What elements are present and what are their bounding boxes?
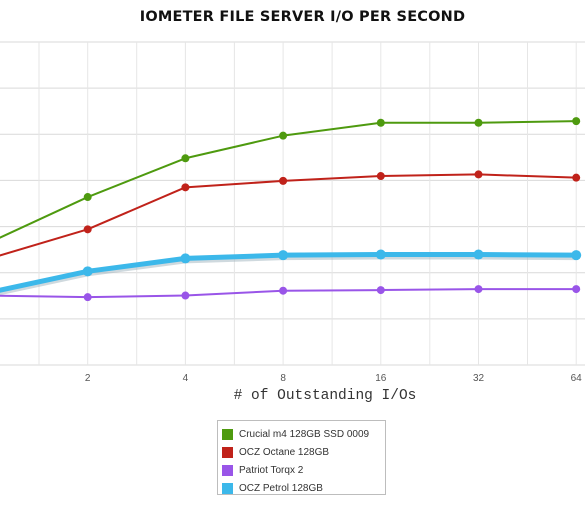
legend-swatch: [222, 446, 233, 458]
legend-swatch: [222, 482, 233, 494]
x-tick-label: 32: [473, 373, 485, 384]
data-point: [572, 117, 581, 126]
x-tick-label: 8: [280, 373, 286, 384]
legend-item: OCZ Octane 128GB: [222, 443, 385, 461]
data-point: [279, 286, 288, 295]
data-point: [82, 266, 93, 277]
series-2: [0, 285, 581, 302]
legend-item: OCZ Petrol 128GB: [222, 479, 385, 497]
data-point: [181, 291, 190, 300]
x-tick-label: 64: [571, 373, 583, 384]
x-axis-label: # of Outstanding I/Os: [233, 388, 417, 404]
legend-item: Crucial m4 128GB SSD 0009: [222, 425, 385, 443]
data-point: [83, 293, 92, 302]
data-point: [181, 154, 190, 163]
data-point: [474, 118, 483, 127]
line-chart: 2 4 8 16 32 64: [0, 41, 585, 384]
data-point: [83, 193, 92, 202]
series-line: [0, 120, 577, 239]
data-point: [279, 131, 288, 140]
x-tick-label: 16: [375, 373, 387, 384]
series-layer: [0, 117, 582, 302]
data-point: [180, 253, 191, 264]
data-point: [376, 118, 385, 127]
x-tick-label: 4: [183, 373, 189, 384]
legend-label: Patriot Torqx 2: [239, 464, 304, 476]
data-point: [181, 183, 190, 192]
series-0: [0, 117, 581, 239]
data-point: [376, 172, 385, 181]
data-point: [571, 250, 582, 261]
legend-label: OCZ Petrol 128GB: [239, 482, 323, 494]
legend-swatch: [222, 428, 233, 440]
data-point: [375, 249, 386, 260]
legend-swatch: [222, 464, 233, 476]
legend-label: Crucial m4 128GB SSD 0009: [239, 428, 370, 440]
legend-label: OCZ Octane 128GB: [239, 446, 330, 458]
series-1: [0, 170, 581, 257]
data-point: [279, 176, 288, 185]
series-3: [0, 249, 582, 296]
chart-title: IOMETER FILE SERVER I/O PER SECOND: [139, 9, 466, 25]
data-point: [474, 170, 483, 179]
data-point: [83, 225, 92, 234]
legend: Crucial m4 128GB SSD 0009 OCZ Octane 128G…: [217, 420, 386, 495]
data-point: [376, 286, 385, 295]
data-point: [473, 249, 484, 260]
x-tick-labels: 2 4 8 16 32 64: [85, 373, 582, 384]
data-point: [572, 173, 581, 182]
data-point: [278, 250, 289, 261]
data-point: [474, 285, 483, 294]
grid: [0, 41, 585, 366]
data-point: [572, 285, 581, 294]
x-tick-label: 2: [85, 373, 91, 384]
series-line: [0, 173, 577, 257]
legend-item: Patriot Torqx 2: [222, 461, 385, 479]
